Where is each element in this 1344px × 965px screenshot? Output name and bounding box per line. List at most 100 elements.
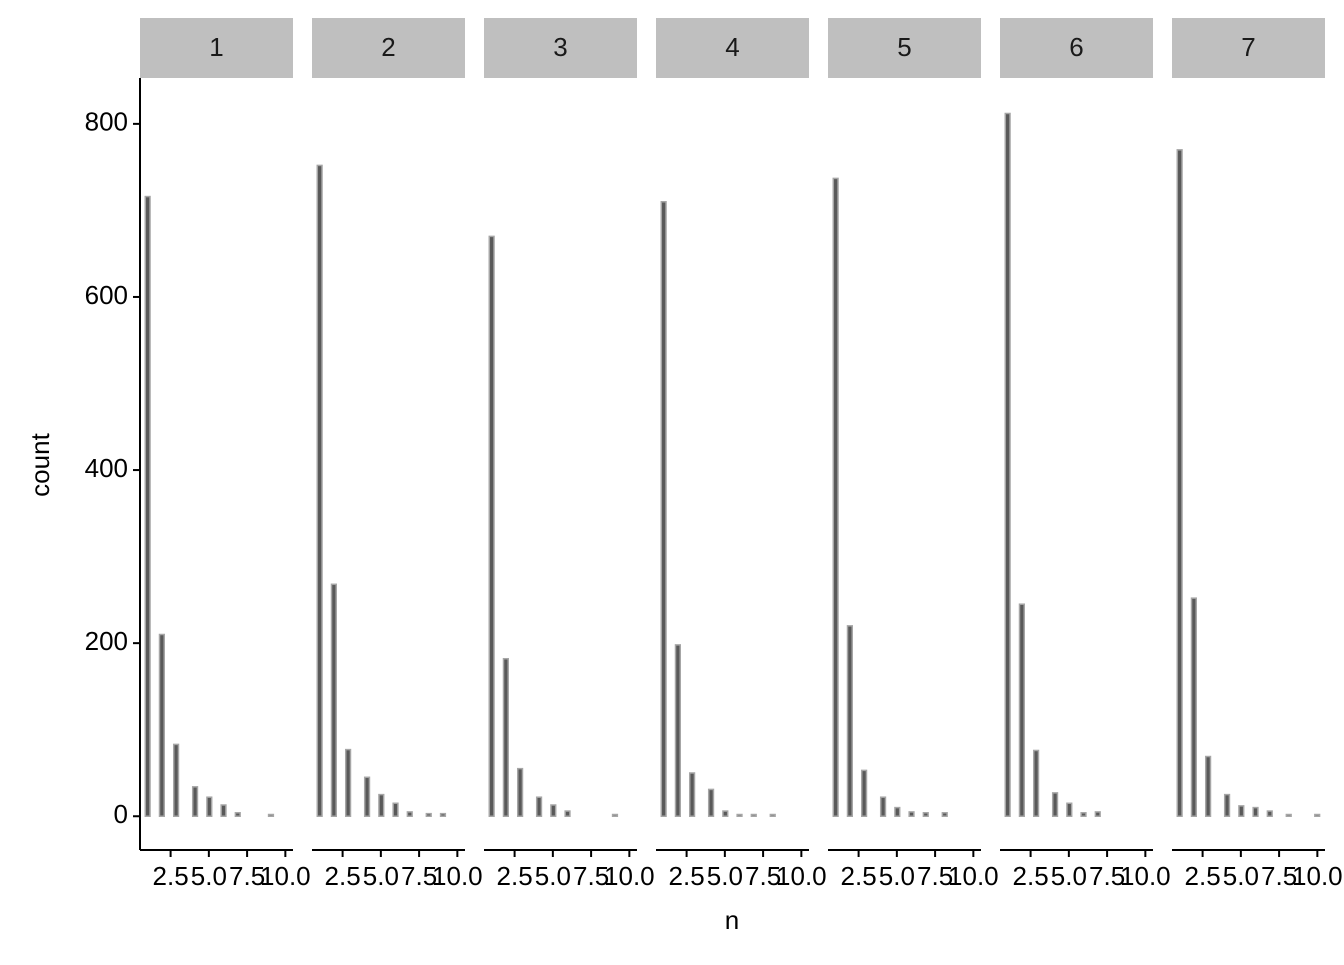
x-tick-label: 10.0 [948,861,999,891]
bar [1032,749,1040,817]
strip-label: 2 [381,32,395,62]
bar [1080,812,1087,817]
bar [660,201,667,817]
strip-label: 1 [209,32,223,62]
bar [378,793,385,817]
strip-label: 7 [1241,32,1255,62]
x-tick-label: 10.0 [432,861,483,891]
strip [484,18,637,78]
x-tick-label: 7.5 [401,861,437,891]
bar [1051,792,1059,817]
bar [267,813,275,817]
bar [941,812,948,817]
bar [922,812,929,817]
x-tick-label: 5.0 [191,861,227,891]
bar [611,813,619,817]
x-tick-label: 10.0 [776,861,827,891]
x-tick-label: 5.0 [1223,861,1259,891]
strip [656,18,809,78]
bar [363,776,371,817]
x-tick-label: 5.0 [707,861,743,891]
strip [140,18,293,78]
x-tick-label: 10.0 [604,861,655,891]
bar [860,769,868,817]
bar [1004,112,1011,817]
bar [516,767,524,817]
x-tick-label: 2.5 [841,861,877,891]
x-tick-label: 2.5 [1185,861,1221,891]
bar [1018,603,1026,817]
y-tick-label: 600 [85,280,128,310]
y-axis-title: count [25,432,55,496]
bar [344,748,352,817]
bar [722,810,729,817]
x-tick-label: 7.5 [229,861,265,891]
bar [502,657,510,817]
x-tick-label: 5.0 [879,861,915,891]
bar [707,788,715,817]
bar [406,811,413,817]
x-tick-label: 2.5 [325,861,361,891]
bar [158,633,166,817]
bar [1314,813,1321,817]
strip-label: 3 [553,32,567,62]
bar [220,804,227,817]
bar [144,195,151,817]
bar [1204,755,1212,817]
bar [191,786,199,817]
bar [736,813,743,817]
bar [1266,810,1273,817]
bar [1252,806,1259,817]
bar [564,810,571,817]
bar [769,813,776,817]
x-tick-label: 5.0 [535,861,571,891]
bar [674,644,682,817]
bar [908,811,915,817]
x-tick-label: 7.5 [745,861,781,891]
x-axis-title: n [725,905,739,935]
x-tick-label: 7.5 [1261,861,1297,891]
strip [828,18,981,78]
x-tick-label: 10.0 [1292,861,1343,891]
bar [688,772,696,817]
strip [1000,18,1153,78]
bar [425,812,432,817]
y-tick-label: 400 [85,453,128,483]
bar [1238,805,1245,817]
bar [206,796,213,817]
x-tick-label: 10.0 [260,861,311,891]
bar [330,583,338,817]
x-tick-label: 5.0 [1051,861,1087,891]
bar [894,806,901,817]
bar [535,796,543,817]
bar [392,802,399,817]
bar [316,164,323,817]
strip [312,18,465,78]
bar [172,743,180,817]
bar [488,235,495,817]
x-tick-label: 7.5 [1089,861,1125,891]
bar [439,812,447,817]
bar [550,804,557,817]
bar [234,812,241,817]
bar [846,625,854,817]
y-tick-label: 0 [114,799,128,829]
bar [750,813,757,817]
bar [879,796,887,817]
x-tick-label: 7.5 [917,861,953,891]
y-tick-label: 800 [85,107,128,137]
x-tick-label: 10.0 [1120,861,1171,891]
bar [1094,811,1101,817]
bar [1066,802,1073,817]
x-tick-label: 2.5 [497,861,533,891]
x-tick-label: 7.5 [573,861,609,891]
bar [1223,793,1231,817]
strip [1172,18,1325,78]
bar [832,177,839,817]
x-tick-label: 2.5 [153,861,189,891]
x-tick-label: 2.5 [1013,861,1049,891]
bar [1176,149,1183,817]
strip-label: 4 [725,32,739,62]
y-tick-label: 200 [85,626,128,656]
